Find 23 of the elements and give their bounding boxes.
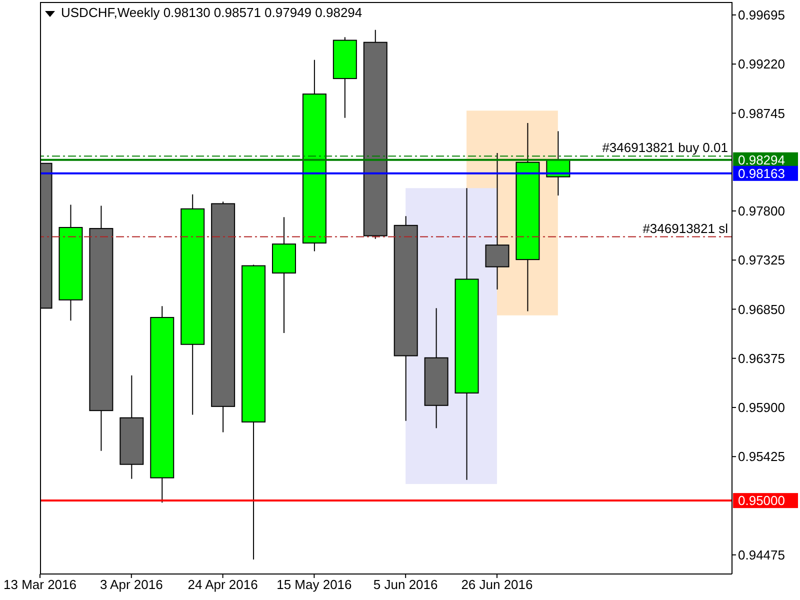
x-tick-label: 5 Jun 2016 xyxy=(373,577,438,592)
x-tick-label: 13 Mar 2016 xyxy=(4,577,76,592)
y-tick-label: 0.99695 xyxy=(738,8,785,23)
ref-line-label: 0.98163 xyxy=(738,166,785,181)
y-tick-label: 0.96850 xyxy=(738,302,785,317)
y-tick-label: 0.95425 xyxy=(738,449,785,464)
y-tick-label: 0.97800 xyxy=(738,204,785,219)
x-tick-label: 15 May 2016 xyxy=(276,577,352,592)
ref-line-label: 0.98294 xyxy=(738,152,785,168)
x-tick-label: 26 Jun 2016 xyxy=(461,577,533,592)
y-tick-label: 0.98745 xyxy=(738,106,785,121)
y-tick-label: 0.97325 xyxy=(738,252,785,268)
y-tick-label: 0.96375 xyxy=(738,350,785,366)
ref-line-label: #346913821 buy 0.01 xyxy=(602,140,728,156)
candlestick xyxy=(485,152,510,290)
chart-title: USDCHF,Weekly 0.98130 0.98571 0.97949 0.98294 xyxy=(61,5,362,21)
x-tick-label: 3 Apr 2016 xyxy=(100,577,163,592)
ref-line-label: 0.95000 xyxy=(738,493,785,508)
x-tick-label: 24 Apr 2016 xyxy=(188,577,258,592)
ref-line-label: #346913821 sl xyxy=(642,220,728,236)
y-tick-label: 0.95900 xyxy=(738,400,785,416)
y-tick-label: 0.94475 xyxy=(738,547,785,562)
y-tick-label: 0.99220 xyxy=(738,56,785,72)
